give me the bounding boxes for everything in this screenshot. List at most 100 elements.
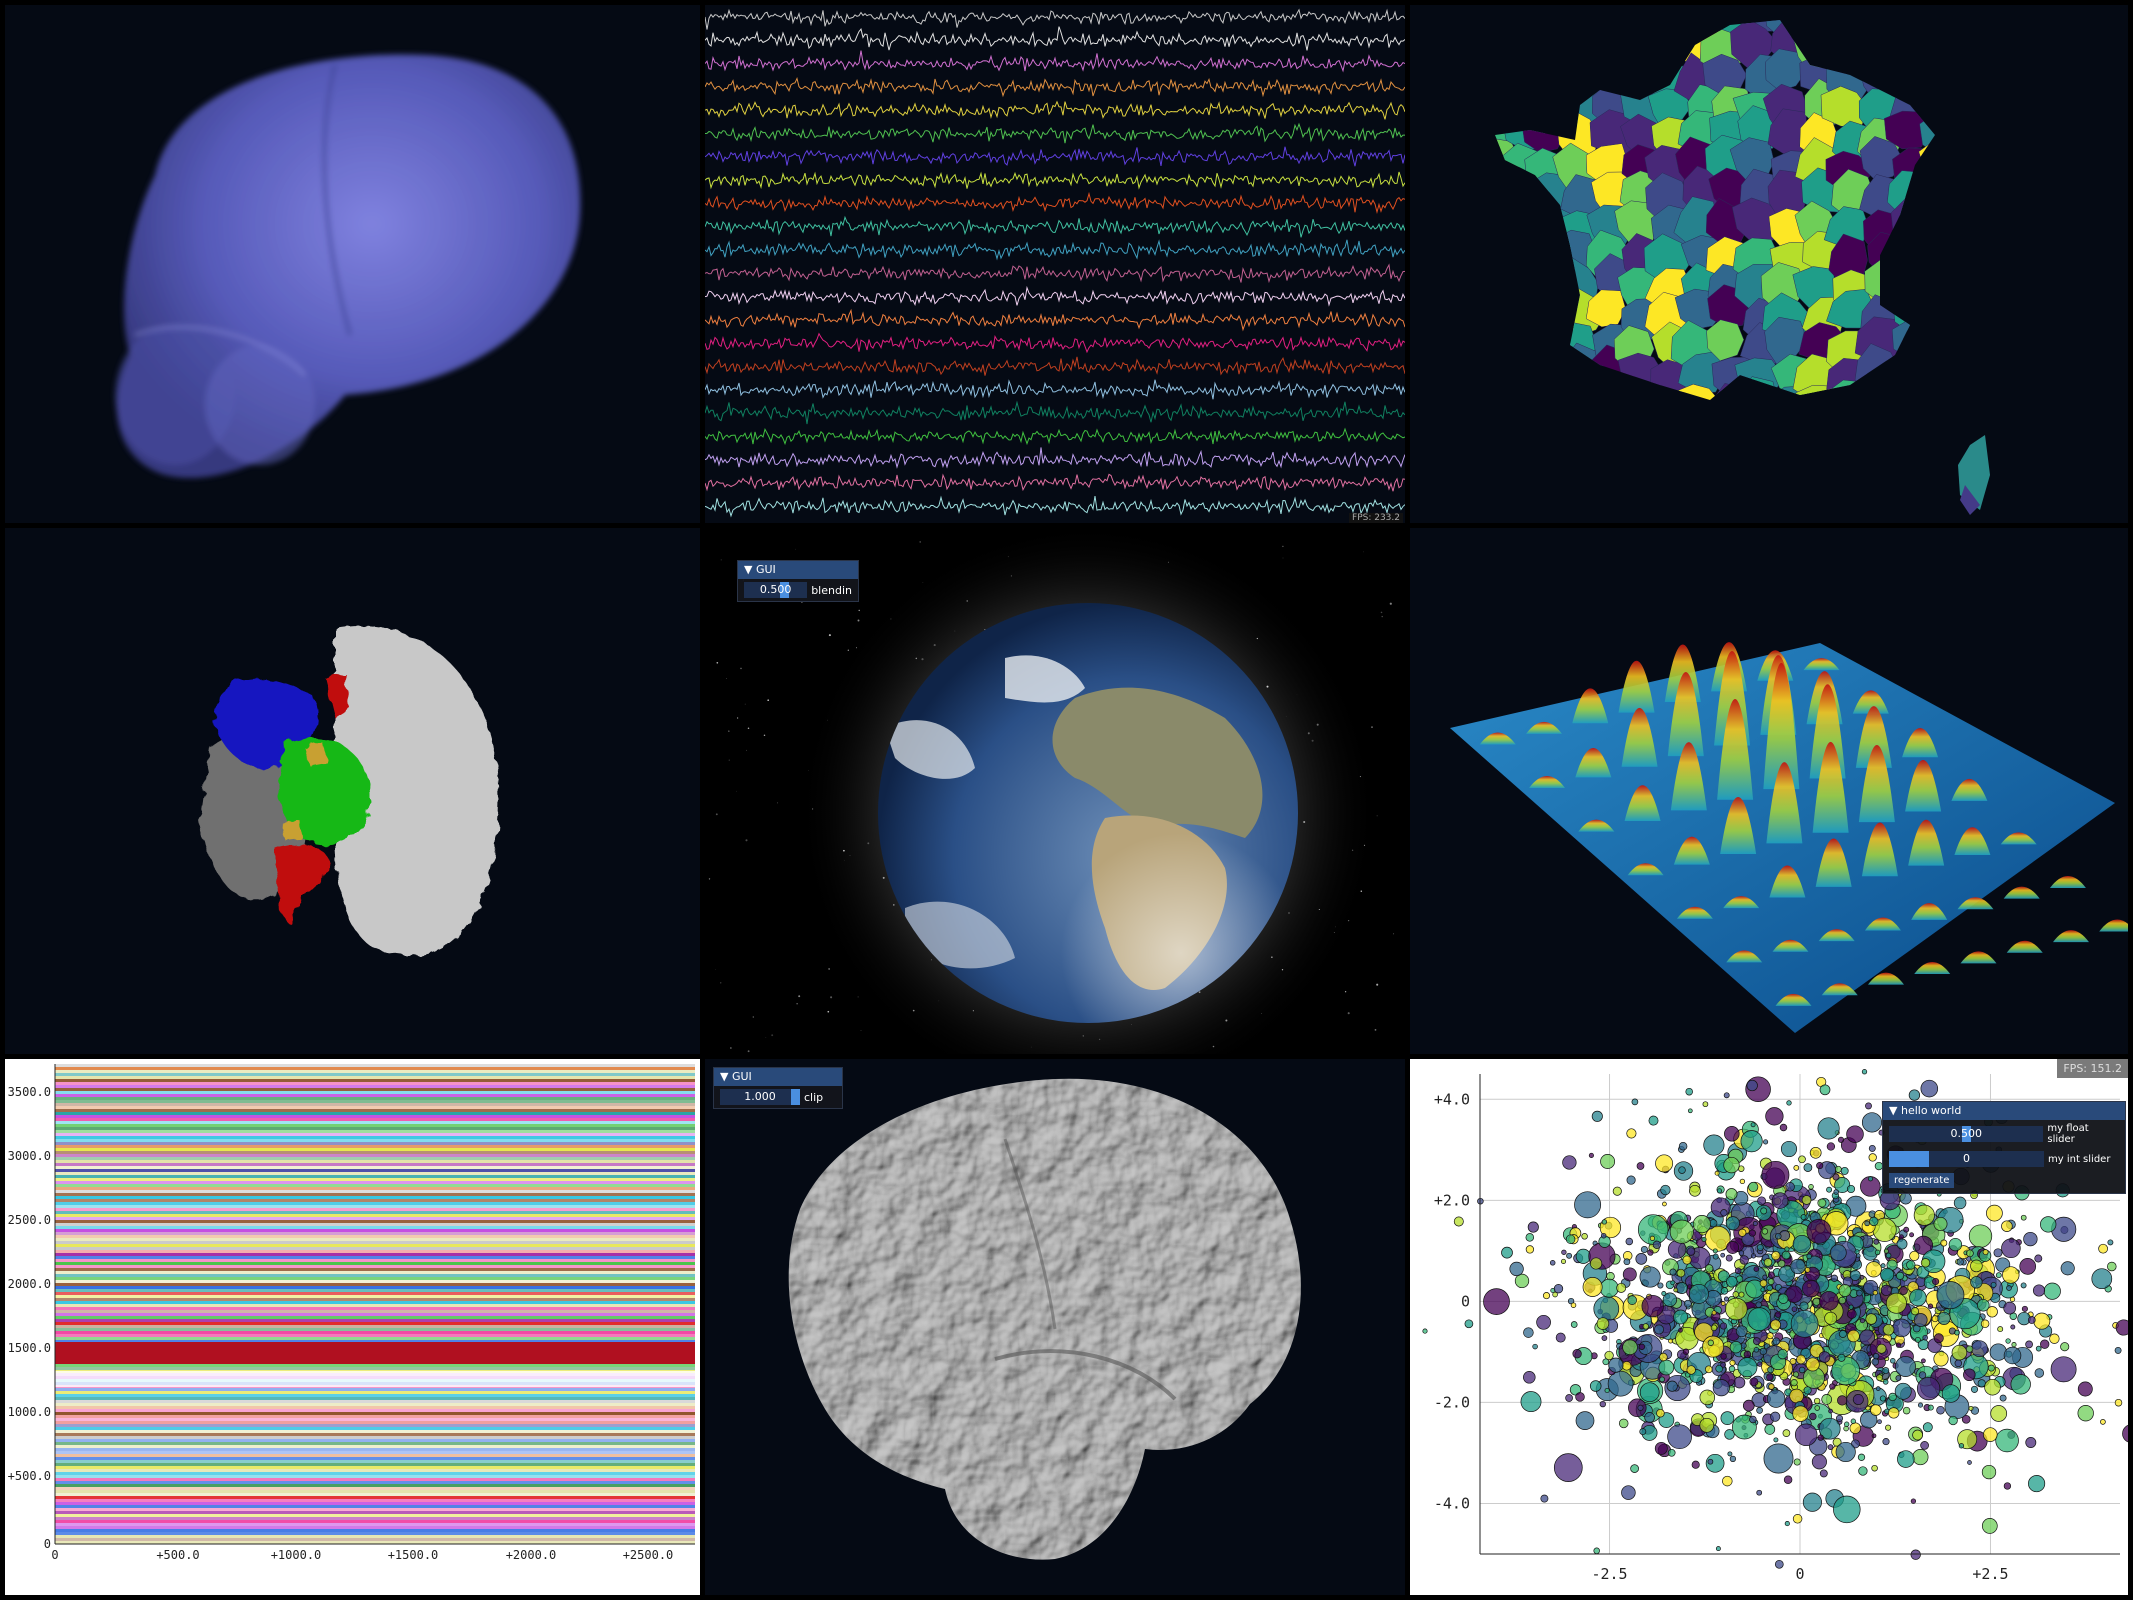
map-region bbox=[1495, 169, 1519, 219]
raster-band bbox=[55, 1241, 695, 1244]
scatter-point bbox=[2028, 1475, 2046, 1493]
surface-peak bbox=[1867, 972, 1904, 985]
raster-y-tick: 1500.0 bbox=[8, 1341, 51, 1355]
scatter-point bbox=[1826, 1142, 1836, 1151]
mri-brain-panel[interactable]: ▼ GUI 1.000 clip bbox=[705, 1059, 1405, 1595]
raster-band bbox=[55, 1100, 695, 1103]
scatter-point bbox=[1599, 1278, 1619, 1298]
star bbox=[1282, 545, 1284, 548]
scatter-point bbox=[1604, 1387, 1610, 1394]
scatter-point bbox=[1910, 1307, 1920, 1316]
star bbox=[1363, 551, 1364, 553]
scatter-point bbox=[1888, 1407, 1900, 1419]
scatter-point bbox=[1782, 1429, 1791, 1437]
earth-gui-window[interactable]: ▼ GUI 0.500 blendin bbox=[737, 560, 859, 602]
scatter-point bbox=[1791, 1306, 1798, 1312]
surface-peak bbox=[2000, 832, 2037, 845]
scatter-point bbox=[1659, 1376, 1665, 1383]
scatter-point bbox=[1555, 1332, 1566, 1343]
scatter-point bbox=[1987, 1364, 1995, 1372]
mri-gui-title[interactable]: ▼ GUI bbox=[714, 1068, 842, 1086]
int-slider[interactable]: 0 bbox=[1889, 1151, 2044, 1167]
star bbox=[744, 703, 746, 705]
scatter-point bbox=[1725, 1188, 1738, 1201]
scatter-point bbox=[1834, 1165, 1842, 1173]
raster-x-tick: 0 bbox=[51, 1548, 58, 1562]
scatter-point bbox=[1855, 1289, 1863, 1297]
float-slider-grab[interactable] bbox=[1962, 1126, 1971, 1142]
raster-band bbox=[55, 1163, 695, 1166]
raster-band bbox=[55, 1487, 695, 1490]
scatter-point bbox=[1682, 1348, 1690, 1355]
france-map-panel[interactable] bbox=[1410, 5, 2128, 523]
scatter-point bbox=[1666, 1380, 1678, 1392]
clip-slider-grab[interactable] bbox=[791, 1089, 800, 1105]
scatter-point bbox=[1764, 1424, 1776, 1435]
surface-peak bbox=[1723, 896, 1760, 909]
scatter-point bbox=[1859, 1318, 1866, 1324]
scatter-point bbox=[1710, 1324, 1718, 1332]
scatter-point bbox=[1774, 1311, 1782, 1318]
protein-panel[interactable] bbox=[5, 528, 700, 1054]
surface-panel[interactable] bbox=[1410, 528, 2128, 1054]
raster-band bbox=[55, 1070, 695, 1073]
clip-slider-value: 1.000 bbox=[744, 1090, 776, 1103]
scatter-point bbox=[1766, 1389, 1786, 1408]
brain-mesh-panel[interactable] bbox=[5, 5, 700, 523]
star bbox=[740, 667, 742, 670]
scatter-point bbox=[1701, 1236, 1707, 1242]
scatter-point bbox=[1835, 1414, 1844, 1422]
scatter-y-tick: 0 bbox=[1461, 1292, 1470, 1310]
scatter-y-tick: -2.0 bbox=[1434, 1393, 1470, 1411]
earth-panel[interactable]: ▼ GUI 0.500 blendin bbox=[705, 528, 1405, 1054]
scatter-point bbox=[1601, 1219, 1608, 1225]
blending-slider[interactable]: 0.500 bbox=[744, 582, 808, 598]
signal-traces-panel[interactable]: FPS: 233.2 bbox=[705, 5, 1405, 523]
scatter-point bbox=[1699, 1417, 1715, 1433]
int-slider-grab[interactable] bbox=[1889, 1151, 1929, 1167]
scatter-point bbox=[1766, 1373, 1774, 1381]
map-region bbox=[1887, 20, 1933, 42]
scatter-point bbox=[2006, 1285, 2012, 1291]
raster-band bbox=[55, 1421, 695, 1424]
raster-band bbox=[55, 1235, 695, 1238]
earth-gui-title[interactable]: ▼ GUI bbox=[738, 561, 858, 579]
scatter-panel[interactable]: +4.0 +2.0 0 -2.0 -4.0 -2.5 0 +2.5 FPS: 151.2 ▼ … bbox=[1410, 1059, 2128, 1595]
map-region bbox=[1864, 20, 1905, 37]
star bbox=[771, 1034, 774, 1037]
raster-band bbox=[55, 1517, 695, 1520]
scatter-point bbox=[1903, 1226, 1910, 1233]
scatter-point bbox=[1728, 1365, 1736, 1373]
raster-panel[interactable]: 3500.0 3000.0 2500.0 2000.0 1500.0 1000.0 +500… bbox=[5, 1059, 700, 1595]
map-region bbox=[1495, 329, 1511, 376]
blending-slider-grab[interactable] bbox=[780, 582, 789, 598]
scatter-point bbox=[1783, 1475, 1793, 1485]
scatter-point bbox=[1514, 1273, 1530, 1289]
scatter-point bbox=[1986, 1204, 2003, 1222]
scatter-point bbox=[1723, 1296, 1729, 1302]
float-slider[interactable]: 0.500 bbox=[1889, 1126, 2044, 1142]
scatter-point bbox=[1655, 1154, 1674, 1173]
signal-trace bbox=[705, 263, 1405, 284]
raster-band bbox=[55, 1082, 695, 1085]
star bbox=[919, 541, 921, 543]
hello-world-gui[interactable]: ▼ hello world 0.500 my float slider 0 my… bbox=[1882, 1101, 2126, 1194]
scatter-point bbox=[1830, 1274, 1839, 1282]
star bbox=[1271, 956, 1273, 958]
hello-world-title[interactable]: ▼ hello world bbox=[1883, 1102, 2125, 1120]
regenerate-button[interactable]: regenerate bbox=[1889, 1173, 1955, 1188]
raster-band bbox=[55, 1250, 695, 1253]
map-region bbox=[1503, 328, 1549, 371]
scatter-point bbox=[1813, 1397, 1821, 1405]
scatter-point bbox=[1990, 1281, 1997, 1288]
star bbox=[1393, 933, 1395, 935]
scatter-point bbox=[1779, 1123, 1788, 1132]
mri-gui-window[interactable]: ▼ GUI 1.000 clip bbox=[713, 1067, 843, 1109]
star bbox=[1256, 637, 1258, 640]
raster-band bbox=[55, 1301, 695, 1304]
clip-slider[interactable]: 1.000 bbox=[720, 1089, 800, 1105]
scatter-point bbox=[1464, 1319, 1474, 1329]
map-region bbox=[1495, 231, 1514, 272]
star bbox=[860, 1030, 862, 1031]
signal-trace bbox=[705, 77, 1405, 98]
